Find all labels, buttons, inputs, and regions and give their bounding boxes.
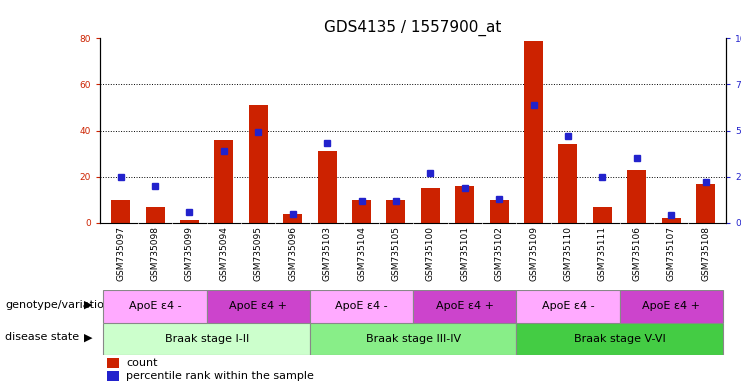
Text: genotype/variation: genotype/variation	[5, 300, 111, 310]
Text: GSM735095: GSM735095	[253, 226, 263, 281]
Text: ApoE ε4 -: ApoE ε4 -	[129, 301, 182, 311]
Bar	[249, 105, 268, 223]
Text: Braak stage V-VI: Braak stage V-VI	[574, 334, 665, 344]
Bar	[104, 290, 207, 323]
Text: GSM735110: GSM735110	[563, 226, 573, 281]
Text: GSM735101: GSM735101	[460, 226, 469, 281]
Text: ApoE ε4 +: ApoE ε4 +	[229, 301, 288, 311]
Bar	[352, 200, 371, 223]
Text: GSM735099: GSM735099	[185, 226, 194, 281]
Text: GSM735106: GSM735106	[632, 226, 641, 281]
Text: count: count	[126, 358, 158, 368]
Bar	[104, 323, 310, 355]
Bar	[559, 144, 577, 223]
Bar	[283, 214, 302, 223]
Text: GSM735097: GSM735097	[116, 226, 125, 281]
Bar	[696, 184, 715, 223]
Text: GSM735102: GSM735102	[494, 226, 504, 281]
Text: ApoE ε4 +: ApoE ε4 +	[642, 301, 700, 311]
Bar	[593, 207, 612, 223]
Bar	[111, 200, 130, 223]
Text: disease state: disease state	[5, 332, 79, 342]
Text: GSM735108: GSM735108	[701, 226, 710, 281]
Text: ApoE ε4 +: ApoE ε4 +	[436, 301, 494, 311]
Bar	[387, 200, 405, 223]
Bar	[516, 323, 722, 355]
Bar	[107, 371, 119, 381]
Bar	[455, 186, 474, 223]
Bar	[107, 358, 119, 368]
Bar	[318, 151, 336, 223]
Bar	[207, 290, 310, 323]
Text: GSM735103: GSM735103	[322, 226, 332, 281]
Text: GSM735096: GSM735096	[288, 226, 297, 281]
Text: GSM735094: GSM735094	[219, 226, 228, 281]
Text: ▶: ▶	[84, 300, 93, 310]
Text: GSM735098: GSM735098	[150, 226, 159, 281]
Text: percentile rank within the sample: percentile rank within the sample	[126, 371, 314, 381]
Text: Braak stage I-II: Braak stage I-II	[165, 334, 249, 344]
Text: ApoE ε4 -: ApoE ε4 -	[335, 301, 388, 311]
Text: GSM735109: GSM735109	[529, 226, 538, 281]
Text: Braak stage III-IV: Braak stage III-IV	[365, 334, 461, 344]
Bar	[619, 290, 722, 323]
Bar	[146, 207, 165, 223]
Bar	[421, 188, 439, 223]
Bar	[413, 290, 516, 323]
Bar	[662, 218, 680, 223]
Text: GSM735111: GSM735111	[598, 226, 607, 281]
Title: GDS4135 / 1557900_at: GDS4135 / 1557900_at	[325, 20, 502, 36]
Text: GSM735100: GSM735100	[426, 226, 435, 281]
Text: ▶: ▶	[84, 332, 93, 342]
Text: GSM735107: GSM735107	[667, 226, 676, 281]
Bar	[524, 41, 543, 223]
Text: ApoE ε4 -: ApoE ε4 -	[542, 301, 594, 311]
Bar	[180, 220, 199, 223]
Bar	[310, 290, 413, 323]
Text: GSM735105: GSM735105	[391, 226, 400, 281]
Bar	[214, 140, 233, 223]
Bar	[628, 170, 646, 223]
Bar	[516, 290, 619, 323]
Bar	[310, 323, 516, 355]
Bar	[490, 200, 508, 223]
Text: GSM735104: GSM735104	[357, 226, 366, 281]
